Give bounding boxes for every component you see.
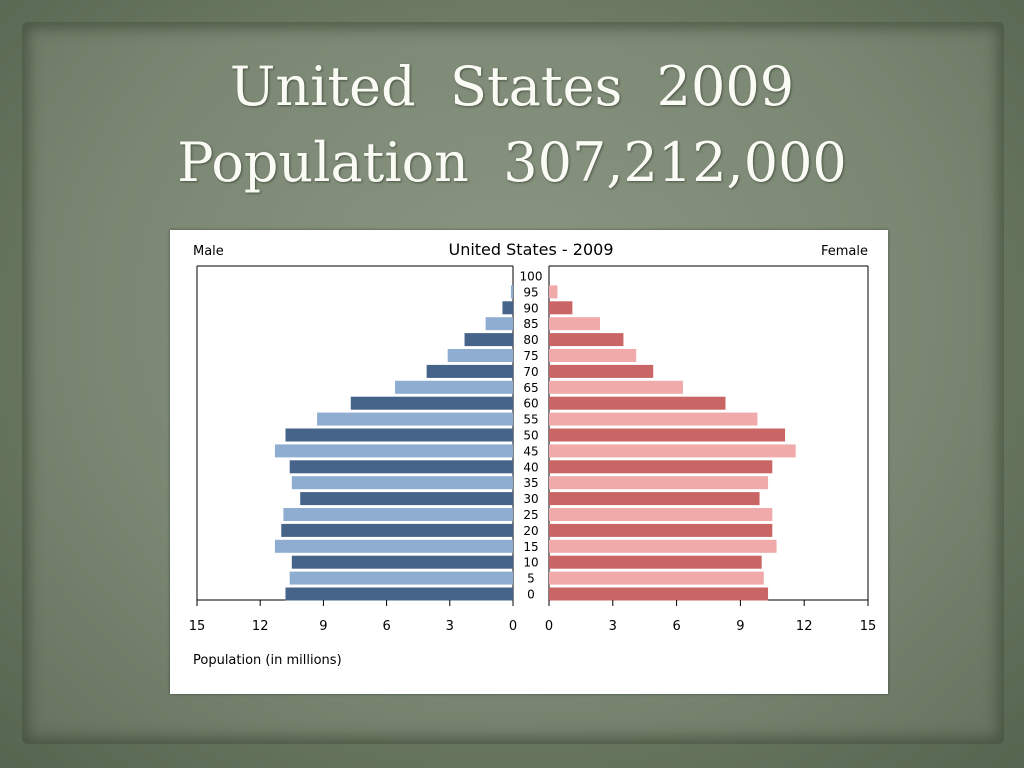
age-label: 60 (523, 397, 538, 411)
age-label: 65 (523, 381, 538, 395)
female-bar-age-20 (549, 523, 773, 537)
male-bar-age-65 (395, 380, 513, 394)
female-x-tick-label: 15 (860, 619, 877, 634)
male-bar-age-30 (300, 492, 513, 506)
male-x-tick-label: 3 (446, 619, 454, 634)
female-bar-age-85 (549, 317, 601, 331)
chart-title: United States - 2009 (448, 240, 613, 259)
female-bar-age-10 (549, 555, 762, 569)
female-bar-age-65 (549, 380, 683, 394)
x-axis-label: Population (in millions) (193, 653, 342, 668)
female-x-tick-label: 6 (672, 619, 680, 634)
female-bar-age-50 (549, 428, 786, 442)
male-bar-age-50 (285, 428, 513, 442)
female-x-tick-label: 9 (736, 619, 744, 634)
male-bar-age-20 (281, 523, 513, 537)
female-bar-age-90 (549, 301, 573, 315)
age-label: 0 (527, 588, 535, 602)
female-bar-age-55 (549, 412, 758, 426)
male-bar-age-85 (485, 317, 513, 331)
age-label: 40 (523, 460, 538, 474)
female-bar-age-0 (549, 587, 769, 601)
female-x-tick-label: 0 (545, 619, 553, 634)
chart-svg: United States - 2009 Male Female Populat… (189, 240, 877, 668)
age-label: 90 (523, 301, 538, 315)
female-bar-age-95 (549, 285, 558, 299)
female-bar-age-5 (549, 571, 764, 585)
age-label: 75 (523, 349, 538, 363)
male-bar-age-5 (289, 571, 513, 585)
female-bar-age-70 (549, 364, 654, 378)
female-bar-age-15 (549, 539, 777, 553)
male-bar-age-25 (283, 508, 513, 521)
male-bar-age-45 (274, 444, 513, 458)
female-bar-age-35 (549, 476, 769, 490)
age-label: 30 (523, 492, 538, 506)
female-bar-age-40 (549, 460, 773, 474)
female-label: Female (821, 244, 868, 259)
population-pyramid-chart: United States - 2009 Male Female Populat… (170, 230, 888, 694)
female-bar-age-30 (549, 492, 760, 506)
male-x-tick-label: 0 (509, 619, 517, 634)
male-x-tick-label: 6 (382, 619, 390, 634)
age-label: 20 (523, 524, 538, 538)
male-bar-age-10 (291, 555, 513, 569)
age-label: 35 (523, 476, 538, 490)
male-bar-age-70 (426, 364, 513, 378)
male-x-tick-label: 9 (319, 619, 327, 634)
age-label: 10 (523, 556, 538, 570)
male-bar-age-80 (464, 333, 513, 347)
slide-title-line1: United States 2009 (229, 55, 795, 118)
age-label: 15 (523, 540, 538, 554)
female-x-tick-label: 3 (609, 619, 617, 634)
age-label: 70 (523, 365, 538, 379)
male-bar-age-90 (502, 301, 513, 315)
male-bar-age-75 (447, 349, 513, 362)
male-bar-age-35 (291, 476, 513, 490)
male-bar-age-55 (317, 412, 513, 426)
slide-title-line2: Population 307,212,000 (177, 131, 847, 194)
age-label: 25 (523, 508, 538, 522)
male-bar-age-95 (510, 285, 513, 299)
female-bar-age-80 (549, 333, 624, 347)
male-bar-age-40 (289, 460, 513, 474)
female-bar-age-25 (549, 508, 773, 521)
female-bar-age-45 (549, 444, 796, 458)
age-label: 95 (523, 285, 538, 299)
male-x-tick-label: 15 (189, 619, 206, 634)
age-label: 85 (523, 317, 538, 331)
male-x-tick-label: 12 (252, 619, 269, 634)
age-label: 50 (523, 429, 538, 443)
age-label: 45 (523, 444, 538, 458)
female-bar-age-60 (549, 396, 726, 410)
male-bar-age-15 (274, 539, 513, 553)
age-label: 5 (527, 572, 535, 586)
age-label: 80 (523, 333, 538, 347)
male-bar-age-60 (350, 396, 513, 410)
female-bar-age-75 (549, 349, 637, 362)
female-x-tick-label: 12 (796, 619, 813, 634)
age-label: 55 (523, 413, 538, 427)
male-label: Male (193, 244, 224, 259)
male-bar-age-0 (285, 587, 513, 601)
age-label: 100 (520, 270, 543, 284)
